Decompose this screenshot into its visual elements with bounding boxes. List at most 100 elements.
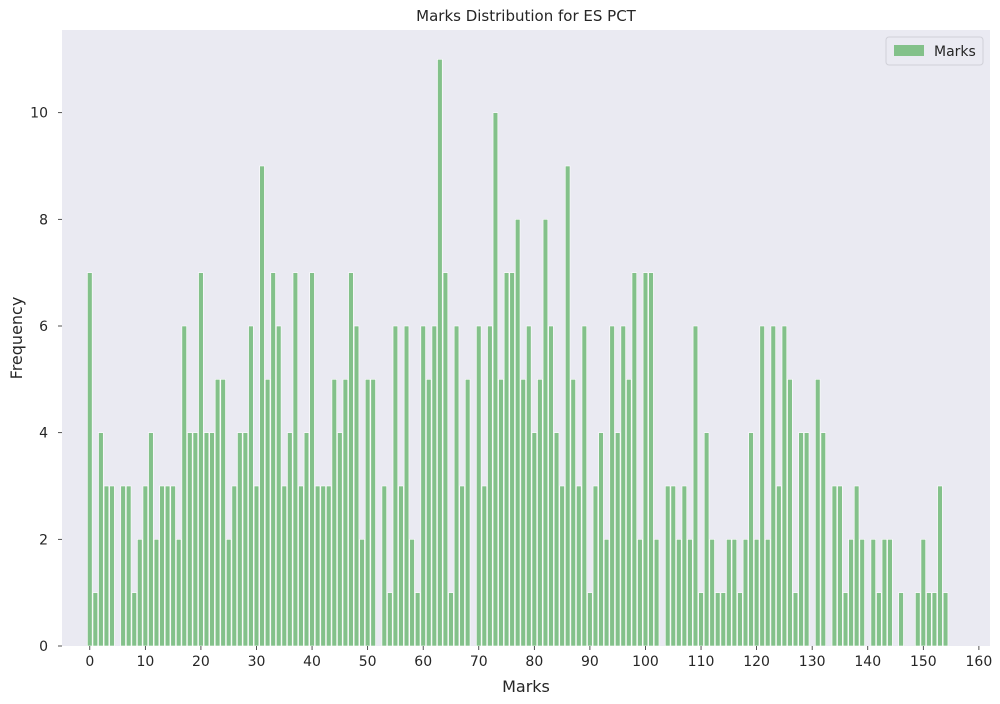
bar	[420, 325, 426, 647]
bar	[648, 272, 654, 647]
bar	[181, 325, 187, 647]
x-tick-label: 30	[248, 654, 266, 670]
bar	[320, 485, 326, 647]
bar	[364, 379, 371, 647]
x-axis-label: Marks	[502, 677, 550, 696]
y-tick-label: 4	[39, 426, 48, 442]
bar	[931, 592, 938, 647]
bar	[631, 272, 638, 647]
bar	[259, 165, 265, 647]
bar	[687, 539, 693, 647]
bar	[498, 379, 504, 647]
x-tick-label: 80	[525, 654, 543, 670]
bar	[787, 379, 793, 647]
bar	[292, 272, 299, 647]
bar	[820, 432, 826, 647]
legend: Marks	[885, 36, 984, 66]
legend-swatch	[894, 45, 924, 56]
bar	[381, 485, 387, 647]
y-tick-label: 6	[39, 319, 48, 335]
bar	[359, 539, 365, 647]
bar	[587, 592, 593, 647]
bar	[353, 325, 360, 647]
chart-title: Marks Distribution for ES PCT	[416, 7, 637, 25]
bar	[609, 325, 615, 647]
bar	[326, 485, 332, 647]
bar	[103, 485, 110, 647]
bar	[209, 432, 215, 647]
bar	[242, 432, 249, 647]
bar	[487, 325, 493, 647]
bar	[715, 592, 721, 647]
x-tick-label: 90	[581, 654, 599, 670]
bar	[870, 539, 876, 647]
bar	[681, 485, 688, 647]
x-tick-label: 60	[414, 654, 432, 670]
x-tick-label: 50	[359, 654, 377, 670]
bar	[164, 485, 171, 647]
y-axis-label: Frequency	[7, 297, 26, 380]
bar	[798, 432, 804, 647]
bar	[403, 325, 410, 647]
bar	[853, 485, 860, 647]
bar	[231, 485, 237, 647]
bar	[637, 539, 643, 647]
bar	[815, 379, 821, 647]
bar	[492, 112, 499, 647]
bar	[859, 539, 865, 647]
bar	[192, 432, 199, 647]
bar	[120, 485, 126, 647]
bar	[303, 432, 310, 647]
bars-layer	[87, 59, 949, 647]
bar	[531, 432, 537, 647]
bar	[226, 539, 232, 647]
bar	[559, 485, 565, 647]
bar	[348, 272, 354, 647]
bar	[331, 379, 337, 647]
bar	[703, 432, 710, 647]
bar	[298, 485, 304, 647]
bar	[198, 272, 204, 647]
bar	[898, 592, 904, 647]
bar	[553, 432, 560, 647]
bar	[237, 432, 243, 647]
bar	[398, 485, 404, 647]
bar	[748, 432, 754, 647]
bar	[131, 592, 137, 647]
bar	[520, 379, 526, 647]
bar	[720, 592, 726, 647]
y-tick-label: 8	[39, 212, 48, 228]
bar	[92, 592, 99, 647]
bar	[464, 379, 471, 647]
x-tick-label: 10	[136, 654, 154, 670]
x-tick-label: 110	[688, 654, 715, 670]
bar	[915, 592, 921, 647]
x-axis-ticks: 0 10 20 30 40 50 60 70 80 90 100 110 120 130 140 150 160	[85, 646, 992, 670]
bar	[314, 485, 321, 647]
bar	[737, 592, 743, 647]
bar	[98, 432, 104, 647]
x-tick-label: 70	[470, 654, 488, 670]
bar	[109, 485, 115, 647]
bar	[442, 272, 449, 647]
bar	[837, 485, 843, 647]
y-axis-ticks: 0 2 4 6 8 10	[30, 106, 62, 655]
bar	[414, 592, 421, 647]
bar	[731, 539, 738, 647]
bar	[253, 485, 260, 647]
x-tick-label: 130	[799, 654, 826, 670]
x-tick-label: 100	[632, 654, 659, 670]
bar	[709, 539, 715, 647]
bar	[592, 485, 599, 647]
bar	[503, 272, 510, 647]
bar	[676, 539, 682, 647]
bar	[537, 379, 543, 647]
bar	[142, 485, 149, 647]
bar	[776, 485, 782, 647]
bar	[448, 592, 454, 647]
legend-label: Marks	[934, 44, 976, 60]
bar	[148, 432, 154, 647]
bar	[248, 325, 254, 647]
bar	[342, 379, 349, 647]
bar	[653, 539, 660, 647]
